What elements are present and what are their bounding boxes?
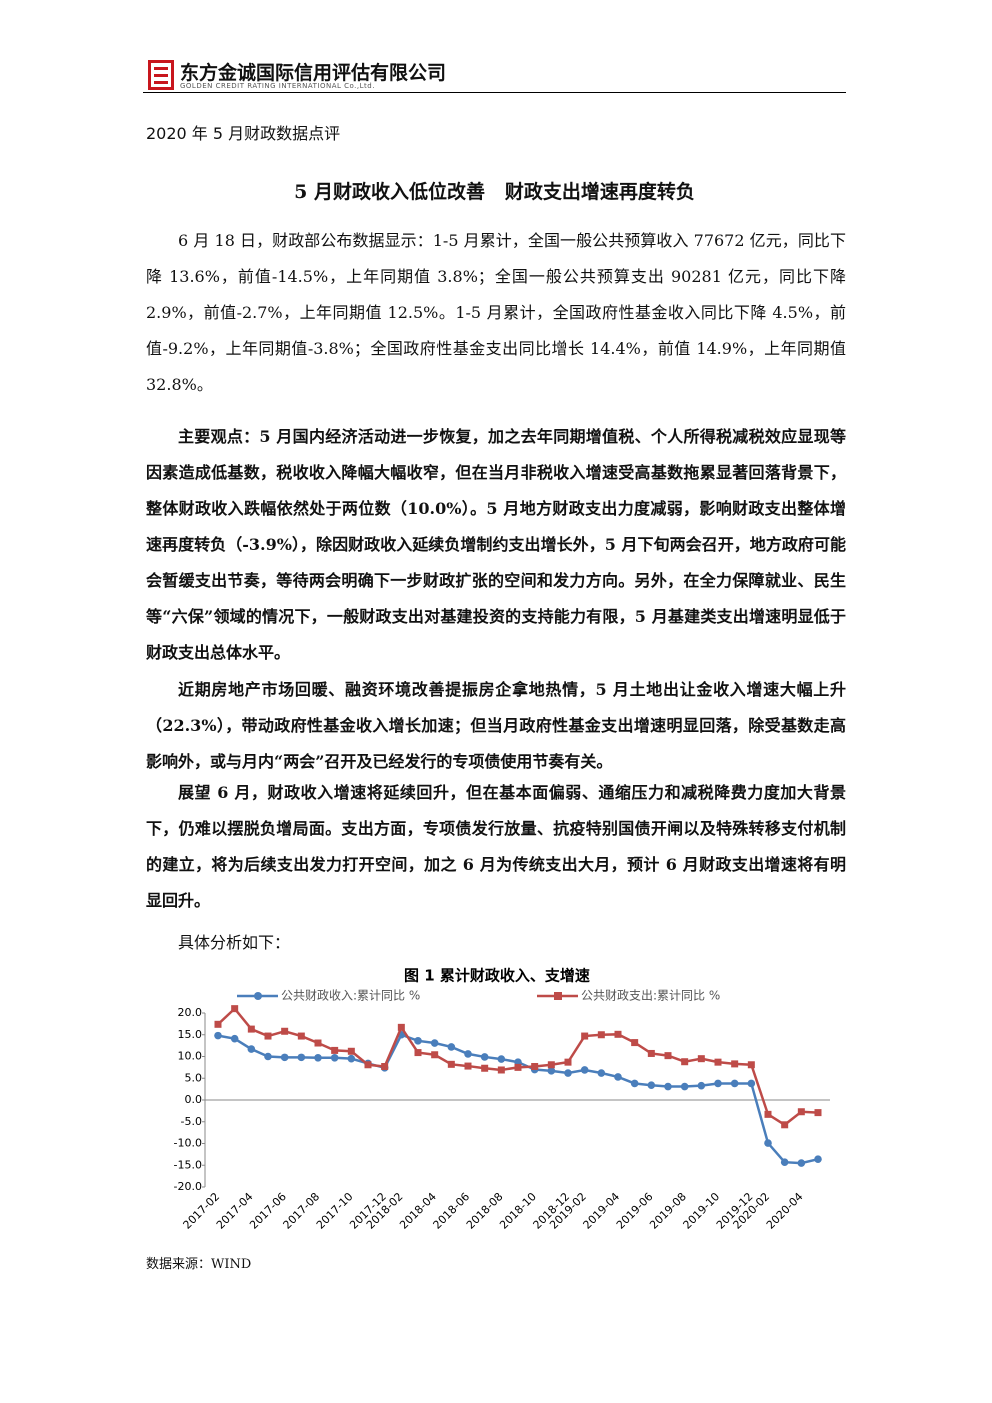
data-point	[330, 1054, 339, 1062]
data-point	[381, 1063, 389, 1071]
data-point	[814, 1155, 822, 1163]
y-tick-label: 15.0	[178, 1028, 203, 1041]
data-point	[280, 1053, 289, 1062]
data-point	[397, 1023, 405, 1031]
data-point	[714, 1079, 722, 1088]
data-point	[814, 1109, 822, 1117]
legend-label: 公共财政收入:累计同比 %	[281, 989, 420, 1003]
data-point	[414, 1049, 422, 1057]
data-point	[747, 1079, 756, 1088]
data-point	[231, 1005, 239, 1013]
data-point	[664, 1052, 672, 1060]
y-tick-label: 5.0	[185, 1071, 203, 1084]
data-point	[547, 1067, 556, 1075]
data-point	[414, 1037, 422, 1045]
y-tick-label: 0.0	[185, 1093, 203, 1106]
legend-label: 公共财政支出:累计同比 %	[581, 989, 720, 1003]
y-tick-label: -5.0	[181, 1115, 202, 1128]
data-point	[264, 1032, 272, 1040]
data-point	[614, 1073, 622, 1081]
data-point	[797, 1159, 806, 1167]
data-point	[431, 1051, 439, 1059]
data-point	[430, 1039, 439, 1047]
company-name: 东方金诚国际信用评估有限公司	[180, 62, 447, 84]
data-point	[731, 1060, 739, 1068]
data-point	[630, 1079, 639, 1088]
data-point	[697, 1055, 705, 1063]
doc-title: 5 月财政收入低位改善 财政支出增速再度转负	[294, 181, 695, 203]
paragraph: 具体分析如下：	[178, 933, 291, 952]
data-point	[281, 1027, 289, 1035]
source: 数据来源：WIND	[146, 1257, 252, 1272]
data-point	[531, 1063, 539, 1071]
data-point	[680, 1082, 689, 1091]
header-rule	[143, 92, 846, 93]
y-tick-label: -15.0	[174, 1158, 202, 1171]
data-point	[214, 1031, 222, 1040]
data-point	[247, 1025, 255, 1033]
data-point	[481, 1064, 489, 1072]
data-point	[714, 1058, 722, 1066]
chart-title: 图 1 累计财政收入、支增速	[404, 967, 590, 985]
data-point	[247, 1045, 256, 1053]
data-point	[597, 1031, 605, 1039]
data-point	[764, 1110, 772, 1118]
paragraph: 展望 6 月，财政收入增速将延续回升，但在基本面偏弱、通缩压力和减税降费力度加大…	[146, 783, 846, 910]
data-point	[597, 1069, 606, 1077]
data-point	[547, 1061, 555, 1069]
data-point	[564, 1069, 572, 1077]
data-point	[497, 1066, 505, 1074]
chart: 图 1 累计财政收入、支增速 20.0 15.0 10.0 5.0 0.0 -5.0 -10…	[174, 967, 830, 1232]
data-point	[214, 1020, 222, 1028]
data-point	[230, 1034, 239, 1043]
data-point	[514, 1063, 522, 1071]
paragraph: 主要观点：5 月国内经济活动进一步恢复，加之去年同期增值税、个人所得税减税效应显…	[146, 427, 846, 662]
data-point	[614, 1030, 622, 1038]
data-point	[347, 1047, 355, 1055]
data-point	[664, 1082, 672, 1091]
data-point	[581, 1032, 589, 1040]
data-point	[747, 1061, 755, 1069]
data-point	[331, 1046, 339, 1054]
data-point	[697, 1081, 706, 1090]
data-point	[264, 1052, 272, 1061]
legend-marker	[254, 992, 262, 1000]
data-point	[314, 1054, 322, 1062]
data-point	[347, 1054, 356, 1063]
data-point	[447, 1060, 455, 1068]
y-tick-label: 10.0	[178, 1050, 203, 1063]
data-point	[730, 1079, 739, 1088]
data-point	[297, 1032, 305, 1040]
data-point	[764, 1139, 772, 1147]
data-point	[314, 1039, 322, 1047]
data-point	[780, 1158, 789, 1167]
y-tick-label: 20.0	[178, 1006, 203, 1019]
y-tick-label: -10.0	[174, 1137, 202, 1150]
data-point	[781, 1121, 789, 1129]
series-line	[217, 1033, 819, 1165]
data-point	[464, 1062, 472, 1070]
x-tick-label: 2020-04	[764, 1190, 806, 1232]
data-point	[480, 1053, 489, 1061]
legend-marker	[554, 992, 562, 1000]
data-point	[464, 1050, 472, 1058]
paragraph: 6 月 18 日，财政部公布数据显示：1-5 月累计，全国一般公共预算收入 77…	[146, 231, 846, 394]
data-point	[797, 1108, 805, 1116]
data-point	[564, 1058, 572, 1066]
logo-icon	[148, 60, 174, 90]
data-point	[580, 1066, 589, 1074]
data-point	[647, 1049, 655, 1057]
data-point	[681, 1058, 689, 1066]
report-label: 2020 年 5 月财政数据点评	[146, 124, 341, 143]
y-tick-label: -20.0	[174, 1180, 202, 1193]
data-point	[297, 1053, 306, 1062]
data-point	[447, 1043, 456, 1051]
company-name-en: GOLDEN CREDIT RATING INTERNATIONAL Co.,L…	[180, 82, 375, 90]
data-point	[647, 1081, 656, 1090]
data-point	[497, 1055, 506, 1063]
data-point	[364, 1061, 372, 1069]
paragraph: 近期房地产市场回暖、融资环境改善提振房企拿地热情，5 月土地出让金收入增速大幅上…	[146, 680, 846, 771]
data-point	[631, 1039, 639, 1047]
